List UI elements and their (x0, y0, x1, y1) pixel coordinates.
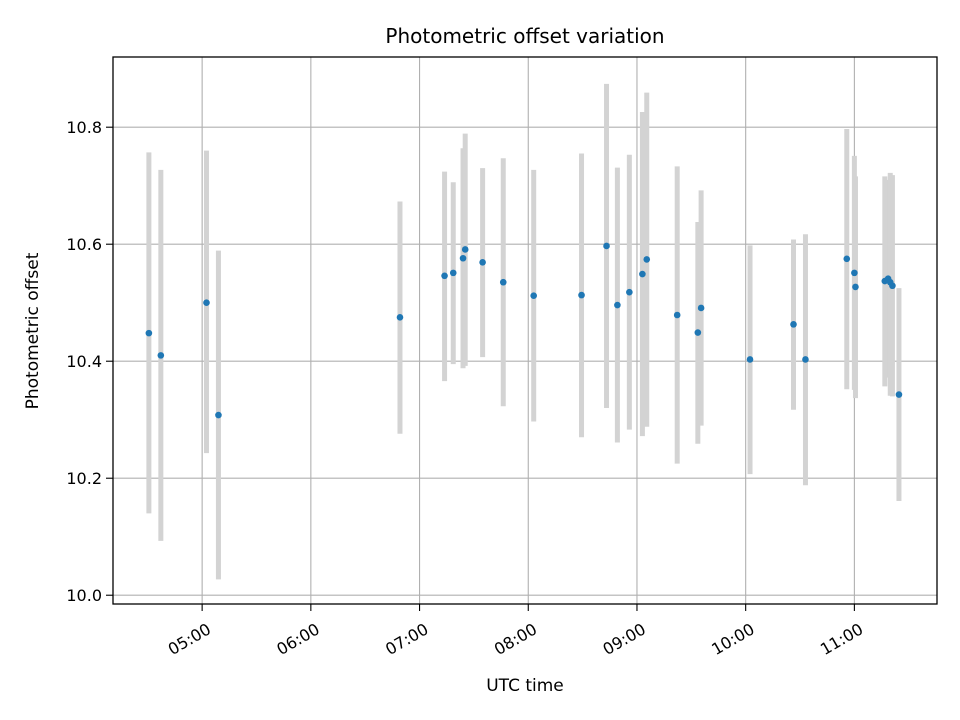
data-point (479, 259, 486, 266)
plot-frame (112, 56, 938, 605)
y-tick-label: 10.4 (66, 352, 102, 371)
data-point (449, 269, 457, 277)
data-point (790, 321, 797, 328)
y-tick-label: 10.2 (66, 469, 102, 488)
y-axis-label: Photometric offset (23, 252, 43, 409)
data-points (145, 242, 903, 419)
data-point (396, 314, 404, 321)
data-point (441, 272, 448, 280)
data-point (694, 329, 702, 336)
y-tick-label: 10.8 (66, 118, 102, 137)
data-point (626, 288, 633, 296)
data-point (499, 278, 507, 286)
data-point (215, 411, 222, 419)
data-point (603, 242, 610, 250)
data-point (852, 283, 859, 291)
data-point (889, 282, 896, 290)
data-point (203, 299, 210, 307)
y-tick-label: 10.6 (66, 235, 102, 254)
data-point (461, 246, 469, 253)
data-point (578, 291, 585, 299)
data-point (614, 301, 621, 309)
data-point (157, 352, 165, 359)
data-point (459, 254, 467, 262)
data-point (145, 329, 153, 337)
chart-title: Photometric offset variation (385, 24, 664, 48)
data-point (643, 256, 651, 263)
data-point (895, 391, 903, 398)
data-point (802, 356, 809, 363)
data-point (639, 270, 646, 278)
x-axis-label: UTC time (486, 676, 564, 696)
data-point (746, 356, 754, 363)
data-point (530, 292, 537, 299)
data-point (851, 269, 858, 277)
data-point (673, 311, 681, 319)
data-point (843, 255, 851, 263)
grid (113, 57, 937, 604)
data-point (697, 304, 705, 312)
y-tick-label: 10.0 (66, 586, 102, 605)
